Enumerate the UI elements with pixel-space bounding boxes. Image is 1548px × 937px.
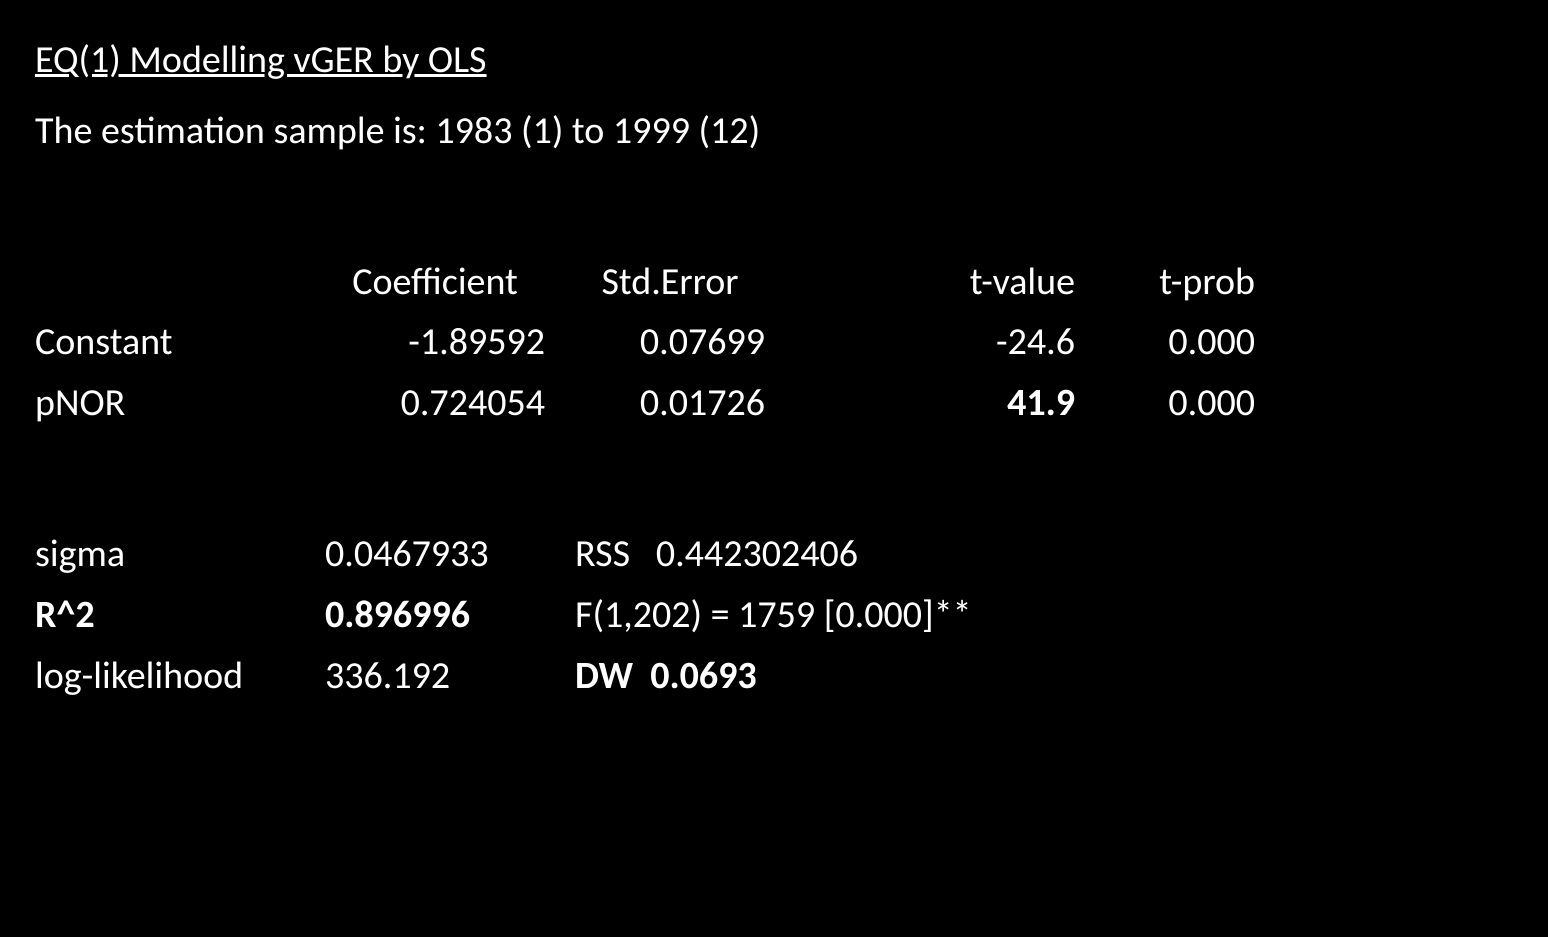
cell-coefficient: 0.724054 (265, 373, 545, 434)
header-t-prob: t-prob (1075, 252, 1255, 313)
cell-t-value: 41.9 (795, 373, 1075, 434)
cell-t-prob: 0.000 (1075, 373, 1255, 434)
cell-variable: Constant (35, 312, 265, 373)
statistics-block: sigma 0.0467933 RSS 0.442302406 R^2 0.89… (35, 524, 1513, 706)
stat-label: sigma (35, 524, 325, 585)
stat-value: 0.896996 (325, 585, 545, 646)
cell-t-prob: 0.000 (1075, 312, 1255, 373)
stat-value: 0.0467933 (325, 524, 545, 585)
cell-std-error: 0.01726 (545, 373, 795, 434)
cell-std-error: 0.07699 (545, 312, 795, 373)
stat-row-sigma: sigma 0.0467933 RSS 0.442302406 (35, 524, 1513, 585)
cell-variable: pNOR (35, 373, 265, 434)
header-std-error: Std.Error (545, 252, 795, 313)
stat-extra: F(1,202) = 1759 [0.000]** (545, 585, 1513, 646)
stat-value: 336.192 (325, 646, 545, 707)
cell-coefficient: -1.89592 (265, 312, 545, 373)
header-t-value: t-value (795, 252, 1075, 313)
stat-extra: RSS 0.442302406 (545, 524, 1513, 585)
stat-label: log-likelihood (35, 646, 325, 707)
output-title: EQ(1) Modelling vGER by OLS (35, 30, 1513, 91)
header-coefficient: Coefficient (265, 252, 545, 313)
stat-extra: DW 0.0693 (545, 646, 1513, 707)
table-row: pNOR 0.724054 0.01726 41.9 0.000 (35, 373, 1513, 434)
coefficient-table: Coefficient Std.Error t-value t-prob Con… (35, 252, 1513, 434)
stat-label: R^2 (35, 585, 325, 646)
sample-range: The estimation sample is: 1983 (1) to 19… (35, 101, 1513, 162)
stat-row-loglik: log-likelihood 336.192 DW 0.0693 (35, 646, 1513, 707)
table-row: Constant -1.89592 0.07699 -24.6 0.000 (35, 312, 1513, 373)
stat-row-r2: R^2 0.896996 F(1,202) = 1759 [0.000]** (35, 585, 1513, 646)
cell-t-value: -24.6 (795, 312, 1075, 373)
table-header-row: Coefficient Std.Error t-value t-prob (35, 252, 1513, 313)
